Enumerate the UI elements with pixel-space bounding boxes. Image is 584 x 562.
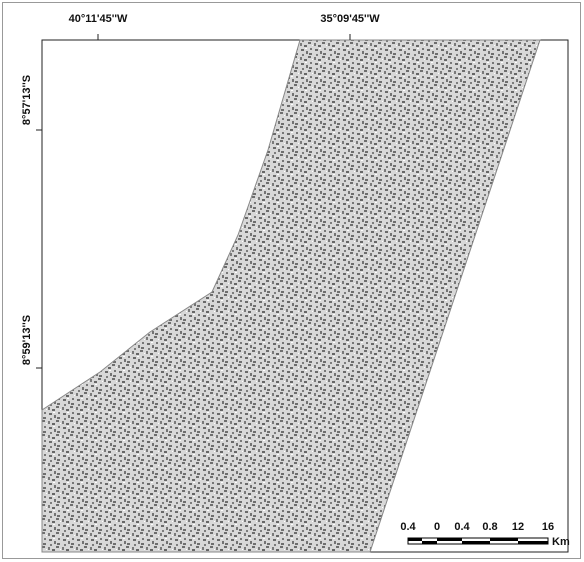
scale-bar-segment: [408, 538, 422, 541]
scale-bar-segment: [490, 538, 518, 541]
scale-label: 0: [434, 521, 440, 533]
scale-bar-segment: [462, 541, 490, 544]
scale-bar-segment: [437, 538, 462, 541]
latitude-label: 8°59'13''S: [21, 315, 33, 365]
scale-label: 0.4: [400, 521, 416, 533]
scale-bar-segment: [422, 541, 437, 544]
scale-unit: Km: [552, 536, 570, 548]
scale-label: 0.8: [482, 521, 497, 533]
longitude-label: 40°11'45''W: [69, 13, 128, 25]
scale-label: 16: [542, 521, 554, 533]
scale-bar-segment: [518, 541, 548, 544]
scale-bar: 0.4 0 0.4 0.8 12 16 Km: [400, 521, 570, 548]
scale-label: 12: [512, 521, 524, 533]
land-cover-area: [41, 39, 541, 553]
latitude-label: 8°57'13''S: [21, 75, 33, 125]
scale-label: 0.4: [454, 521, 470, 533]
longitude-label: 35°09'45''W: [320, 13, 380, 25]
